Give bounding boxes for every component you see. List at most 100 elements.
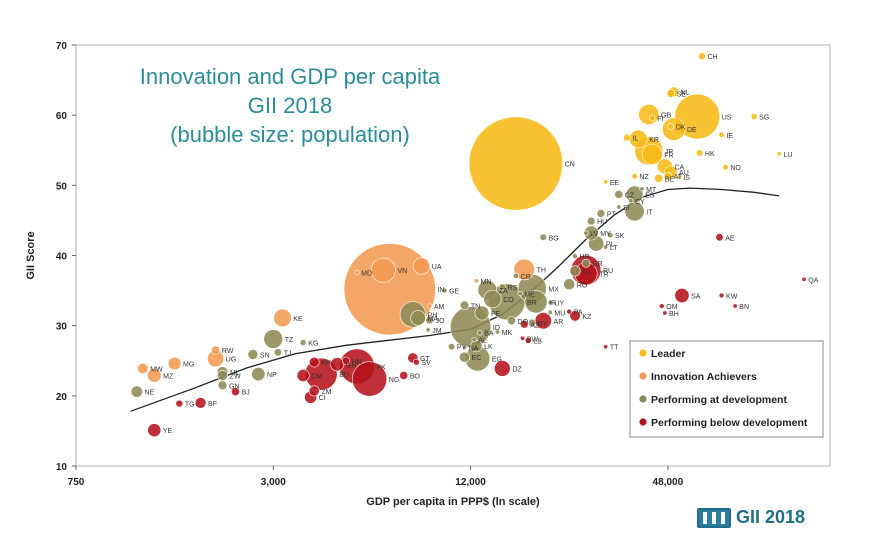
country-label-nz: NZ [639,174,649,181]
country-label-ci: CI [319,395,326,402]
legend-label-2: Performing at development [651,394,787,406]
country-label-ke: KE [293,316,303,323]
country-label-sa: SA [691,293,701,300]
country-label-ug: UG [226,357,237,364]
y-tick-label: 10 [56,462,68,473]
country-label-tz: TZ [285,337,294,344]
country-label-om: OM [666,304,677,311]
country-label-gb: GB [661,112,671,119]
country-label-pk: PK [376,364,386,371]
country-label-my: MY [600,231,611,238]
bubble-cl [569,265,581,277]
country-label-lu: LU [783,152,792,159]
country-label-rs: RS [508,285,518,292]
bubble-de [662,117,686,141]
country-label-kr: KR [649,137,659,144]
country-label-na: NA [469,345,479,352]
country-label-br: BR [527,300,537,307]
country-label-bn: BN [739,304,749,311]
bubble-ua [412,257,431,275]
country-label-bh: BH [669,311,679,318]
y-tick-label: 40 [56,252,68,263]
x-tick-label: 750 [68,477,85,488]
bubble-uy [547,300,553,306]
bubble-zm [308,385,320,397]
country-label-id: ID [493,325,500,332]
country-label-pl: PL [606,242,615,249]
country-label-ro: RO [577,282,588,289]
country-label-pt: PT [607,211,617,218]
legend-marker-0 [639,349,647,357]
country-label-ec: EC [472,355,482,362]
country-label-me: ME [524,291,535,298]
bubble-sv [413,358,420,366]
y-tick-label: 20 [56,392,68,403]
gii-logo-icon [697,507,731,528]
country-label-md: MD [361,270,372,277]
bubble-jm [425,327,431,333]
country-label-py: PY [457,345,467,352]
country-label-ee: EE [610,180,620,187]
bubble-bw [520,335,526,341]
country-label-vn: VN [397,268,407,275]
bubble-na [462,344,468,350]
y-tick-label: 70 [56,41,68,52]
country-label-bg: BG [549,235,559,242]
bubble-hk [695,149,704,157]
country-label-cn: CN [565,162,575,169]
country-label-jm: JM [432,328,442,335]
bubble-ae [715,233,724,242]
bubble-dz [494,360,511,377]
country-label-fr: FR [664,152,673,159]
gii-brand: GII 2018 [697,507,805,528]
bubble-mu [547,309,553,315]
country-label-cm: CM [311,373,322,380]
country-label-dk: DK [676,124,686,131]
bubble-cy [628,198,634,204]
chart-title: Innovation and GDP per capita [139,64,441,89]
country-label-mt: MT [646,187,657,194]
country-label-zm: ZM [321,389,331,396]
bubble-ro [563,278,576,291]
country-label-ua: UA [432,264,442,271]
bubble-kw [718,292,725,299]
bubble-mz [147,368,162,383]
country-label-mu: MU [554,310,565,317]
bubble-mn [473,278,479,284]
bubble-is [676,174,682,180]
bubble-do [507,316,516,326]
bubble-gr [581,258,591,268]
country-label-bw: BW [527,336,539,343]
legend-box [629,340,824,438]
country-label-pa: PA [574,310,583,317]
bubble-gb [638,104,660,125]
bubble-ne [130,385,143,398]
bubble-dk [667,123,675,130]
bubble-lv [583,230,589,236]
bubble-ir [524,290,548,314]
country-label-ma: MA [427,316,438,323]
bubble-fi [648,114,656,122]
country-label-us: US [722,115,732,122]
x-axis-title: GDP per capita in PPP$ (ln scale) [366,496,540,508]
country-label-ie: IE [726,133,733,140]
bubble-jo [425,315,434,325]
bubble-sa [674,288,690,303]
country-label-hu: HU [597,219,607,226]
country-label-ch: CH [707,54,717,61]
bubble-ke [273,308,292,328]
country-label-th: TH [537,268,546,275]
bubble-ec [459,351,470,363]
country-label-gn: GN [229,383,240,390]
country-label-ae: AE [725,235,735,242]
country-label-si: SI [623,205,630,212]
bubble-se [666,89,676,98]
bubble-mw [137,362,149,375]
country-label-gr: GR [592,261,603,268]
bubble-gh [330,357,345,372]
bubble-pa [566,308,573,315]
country-label-tj: TJ [284,350,292,357]
y-tick-label: 60 [56,111,68,122]
country-label-sg: SG [759,115,769,122]
chart-bubble-note: (bubble size: population) [170,122,410,147]
